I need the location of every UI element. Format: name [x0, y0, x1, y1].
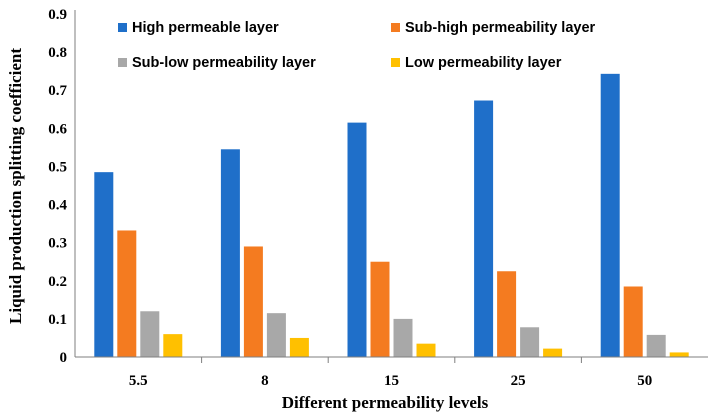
bar-1-3 [347, 122, 367, 357]
bar-4-2 [289, 337, 309, 357]
bar-4-3 [416, 343, 436, 357]
legend: High permeable layer Sub-high permeabilit… [118, 20, 596, 71]
legend-label: Sub-high permeability layer [405, 20, 596, 36]
bar-4-4 [543, 348, 563, 357]
bar-2-4 [497, 271, 517, 357]
bar-1-4 [474, 100, 494, 358]
y-axis-title: Liquid production splitting coefficient [6, 48, 25, 324]
bar-1-1 [94, 172, 114, 357]
bar-3-1 [140, 311, 160, 357]
y-tick-label: 0.5 [48, 159, 67, 175]
bar-3-5 [646, 334, 666, 357]
y-axis-ticks: 0 0.1 0.2 0.3 0.4 0.5 0.6 0.7 0.8 0.9 [48, 7, 67, 366]
bar-4-5 [669, 352, 689, 357]
legend-swatch [118, 58, 127, 67]
y-tick-label: 0.6 [48, 121, 67, 137]
y-tick-label: 0.4 [48, 198, 67, 214]
axes [74, 10, 708, 363]
x-tick-label: 15 [384, 373, 399, 389]
bar-2-5 [623, 286, 643, 357]
y-tick-label: 0.8 [48, 45, 67, 61]
x-tick-label: 8 [261, 373, 269, 389]
y-tick-label: 0.7 [48, 83, 67, 99]
bar-3-3 [393, 318, 413, 357]
y-tick-label: 0 [60, 350, 68, 366]
legend-label: High permeable layer [132, 20, 279, 36]
bar-3-4 [520, 327, 540, 357]
x-axis-title: Different permeability levels [282, 393, 489, 412]
legend-label: Sub-low permeability layer [132, 55, 316, 71]
bar-series [94, 73, 689, 358]
bar-1-5 [600, 73, 620, 357]
y-tick-label: 0.9 [48, 7, 67, 23]
bar-1-2 [220, 149, 240, 357]
bar-2-1 [117, 230, 137, 357]
legend-label: Low permeability layer [405, 55, 562, 71]
bar-2-2 [243, 246, 263, 357]
bar-4-1 [163, 334, 183, 357]
x-axis-ticks: 5.5 8 15 25 50 [129, 373, 652, 389]
bar-3-2 [266, 313, 286, 357]
y-tick-label: 0.2 [48, 274, 67, 290]
y-tick-label: 0.1 [48, 312, 67, 328]
bar-2-3 [370, 261, 390, 357]
legend-swatch [391, 58, 400, 67]
y-tick-label: 0.3 [48, 236, 67, 252]
x-tick-label: 25 [511, 373, 526, 389]
legend-swatch [118, 23, 127, 32]
legend-swatch [391, 23, 400, 32]
x-tick-label: 5.5 [129, 373, 148, 389]
x-tick-label: 50 [637, 373, 652, 389]
